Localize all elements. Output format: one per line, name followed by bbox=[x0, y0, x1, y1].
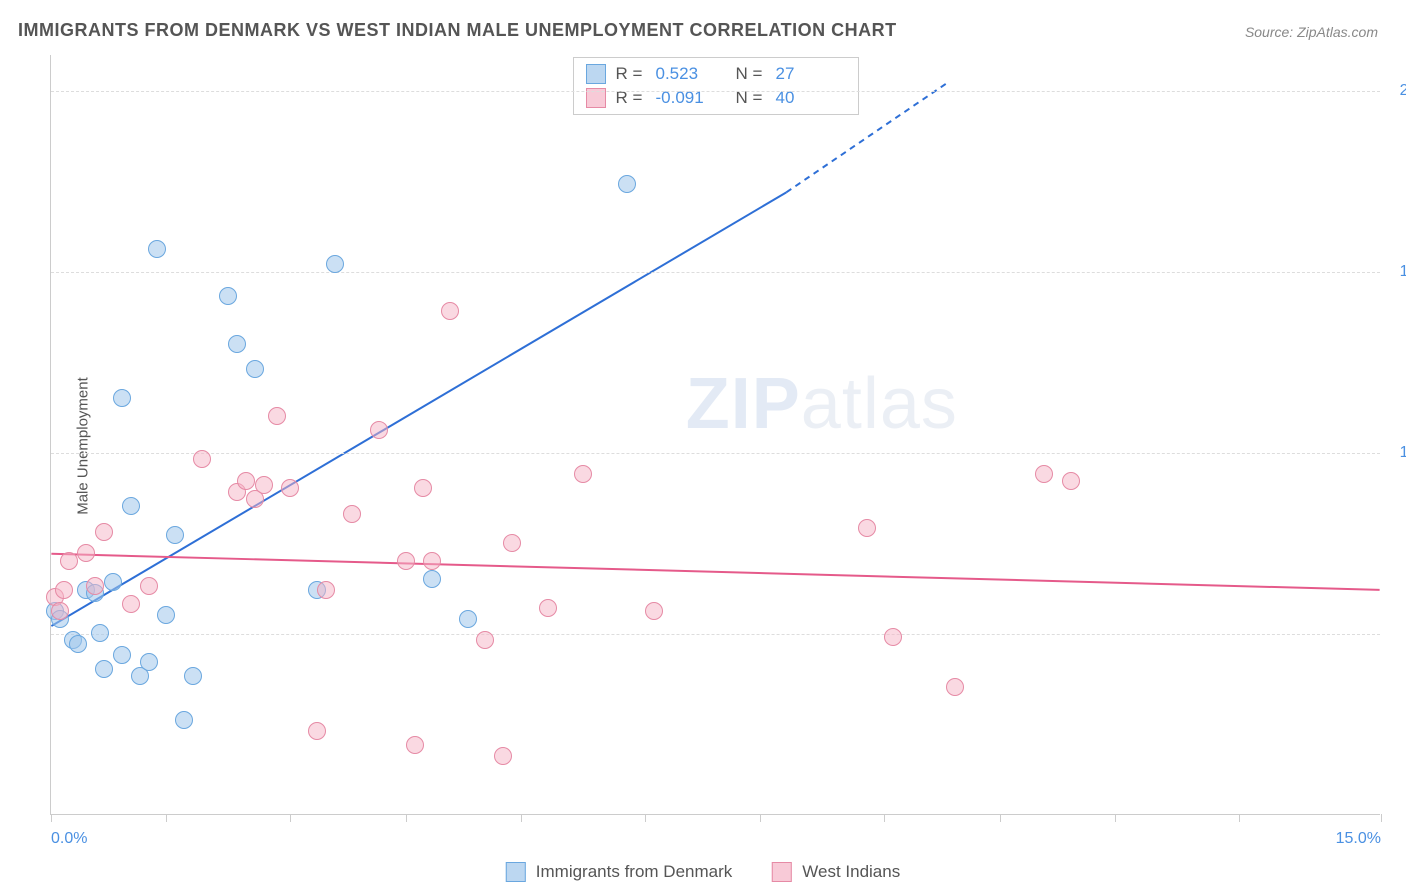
x-tick bbox=[290, 814, 291, 822]
x-tick bbox=[521, 814, 522, 822]
data-point bbox=[858, 519, 876, 537]
data-point bbox=[193, 450, 211, 468]
data-point bbox=[148, 240, 166, 258]
gridline bbox=[51, 453, 1380, 454]
data-point bbox=[237, 472, 255, 490]
watermark-zip: ZIP bbox=[686, 364, 801, 444]
chart-container: IMMIGRANTS FROM DENMARK VS WEST INDIAN M… bbox=[0, 0, 1406, 892]
data-point bbox=[86, 577, 104, 595]
x-tick bbox=[1115, 814, 1116, 822]
data-point bbox=[157, 606, 175, 624]
x-tick bbox=[760, 814, 761, 822]
swatch-icon bbox=[772, 862, 792, 882]
data-point bbox=[95, 523, 113, 541]
data-point bbox=[255, 476, 273, 494]
watermark: ZIPatlas bbox=[686, 363, 958, 445]
x-tick-label: 0.0% bbox=[51, 830, 87, 848]
y-tick-label: 15.0% bbox=[1400, 263, 1406, 281]
x-tick bbox=[645, 814, 646, 822]
legend-label: West Indians bbox=[802, 862, 900, 882]
data-point bbox=[574, 465, 592, 483]
source-attribution: Source: ZipAtlas.com bbox=[1245, 24, 1378, 40]
data-point bbox=[503, 534, 521, 552]
data-point bbox=[122, 595, 140, 613]
data-point bbox=[166, 526, 184, 544]
data-point bbox=[60, 552, 78, 570]
swatch-icon bbox=[586, 64, 606, 84]
series-legend: Immigrants from Denmark West Indians bbox=[506, 862, 900, 882]
data-point bbox=[140, 653, 158, 671]
gridline bbox=[51, 91, 1380, 92]
data-point bbox=[268, 407, 286, 425]
data-point bbox=[219, 287, 237, 305]
data-point bbox=[228, 335, 246, 353]
y-tick-label: 10.0% bbox=[1400, 444, 1406, 462]
x-tick bbox=[884, 814, 885, 822]
data-point bbox=[69, 635, 87, 653]
data-point bbox=[884, 628, 902, 646]
watermark-atlas: atlas bbox=[801, 364, 958, 444]
gridline bbox=[51, 272, 1380, 273]
data-point bbox=[51, 602, 69, 620]
data-point bbox=[55, 581, 73, 599]
x-tick bbox=[166, 814, 167, 822]
data-point bbox=[91, 624, 109, 642]
stats-legend-row: R = -0.091 N = 40 bbox=[586, 86, 846, 110]
chart-title: IMMIGRANTS FROM DENMARK VS WEST INDIAN M… bbox=[18, 20, 897, 41]
plot-area: ZIPatlas R = 0.523 N = 27 R = -0.091 N =… bbox=[50, 55, 1380, 815]
data-point bbox=[946, 678, 964, 696]
gridline bbox=[51, 634, 1380, 635]
data-point bbox=[281, 479, 299, 497]
data-point bbox=[370, 421, 388, 439]
trend-lines bbox=[51, 55, 1380, 814]
data-point bbox=[184, 667, 202, 685]
r-value: 0.523 bbox=[656, 64, 726, 84]
data-point bbox=[95, 660, 113, 678]
legend-item: Immigrants from Denmark bbox=[506, 862, 732, 882]
data-point bbox=[308, 722, 326, 740]
stats-legend: R = 0.523 N = 27 R = -0.091 N = 40 bbox=[573, 57, 859, 115]
data-point bbox=[343, 505, 361, 523]
data-point bbox=[618, 175, 636, 193]
x-tick bbox=[1381, 814, 1382, 822]
x-tick bbox=[406, 814, 407, 822]
data-point bbox=[77, 544, 95, 562]
data-point bbox=[113, 389, 131, 407]
data-point bbox=[317, 581, 335, 599]
data-point bbox=[441, 302, 459, 320]
swatch-icon bbox=[506, 862, 526, 882]
data-point bbox=[414, 479, 432, 497]
data-point bbox=[406, 736, 424, 754]
legend-item: West Indians bbox=[772, 862, 900, 882]
data-point bbox=[246, 360, 264, 378]
x-tick-label: 15.0% bbox=[1336, 830, 1381, 848]
data-point bbox=[175, 711, 193, 729]
data-point bbox=[140, 577, 158, 595]
data-point bbox=[423, 552, 441, 570]
data-point bbox=[494, 747, 512, 765]
data-point bbox=[1062, 472, 1080, 490]
x-tick bbox=[1000, 814, 1001, 822]
y-tick-label: 20.0% bbox=[1400, 82, 1406, 100]
data-point bbox=[397, 552, 415, 570]
data-point bbox=[1035, 465, 1053, 483]
n-value: 27 bbox=[776, 64, 846, 84]
data-point bbox=[122, 497, 140, 515]
data-point bbox=[423, 570, 441, 588]
x-tick bbox=[1239, 814, 1240, 822]
n-label: N = bbox=[736, 64, 766, 84]
data-point bbox=[326, 255, 344, 273]
data-point bbox=[539, 599, 557, 617]
data-point bbox=[476, 631, 494, 649]
data-point bbox=[645, 602, 663, 620]
legend-label: Immigrants from Denmark bbox=[536, 862, 732, 882]
stats-legend-row: R = 0.523 N = 27 bbox=[586, 62, 846, 86]
x-tick bbox=[51, 814, 52, 822]
r-label: R = bbox=[616, 64, 646, 84]
data-point bbox=[113, 646, 131, 664]
data-point bbox=[104, 573, 122, 591]
data-point bbox=[459, 610, 477, 628]
